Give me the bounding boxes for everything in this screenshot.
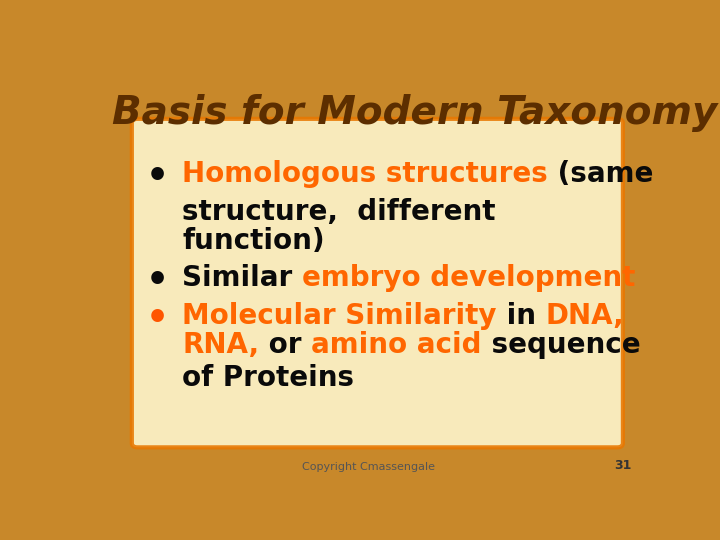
- Text: RNA,: RNA,: [182, 331, 259, 359]
- Text: sequence: sequence: [482, 331, 641, 359]
- Text: embryo development: embryo development: [302, 265, 635, 292]
- Text: function): function): [182, 227, 325, 255]
- Text: Molecular Similarity: Molecular Similarity: [182, 302, 497, 330]
- Text: in: in: [497, 302, 545, 330]
- Text: 31: 31: [614, 460, 631, 472]
- Text: (same: (same: [548, 160, 653, 188]
- Text: •: •: [145, 160, 169, 194]
- Text: •: •: [145, 265, 169, 299]
- Text: of Proteins: of Proteins: [182, 364, 354, 392]
- Text: Homologous structures: Homologous structures: [182, 160, 548, 188]
- Text: amino acid: amino acid: [311, 331, 482, 359]
- Text: DNA,: DNA,: [545, 302, 624, 330]
- Text: structure,  different: structure, different: [182, 198, 495, 226]
- Text: •: •: [145, 302, 169, 336]
- Text: Copyright Cmassengale: Copyright Cmassengale: [302, 462, 436, 472]
- FancyBboxPatch shape: [132, 119, 623, 447]
- Text: Similar: Similar: [182, 265, 302, 292]
- Text: Basis for Modern Taxonomy: Basis for Modern Taxonomy: [112, 94, 718, 132]
- Text: or: or: [259, 331, 311, 359]
